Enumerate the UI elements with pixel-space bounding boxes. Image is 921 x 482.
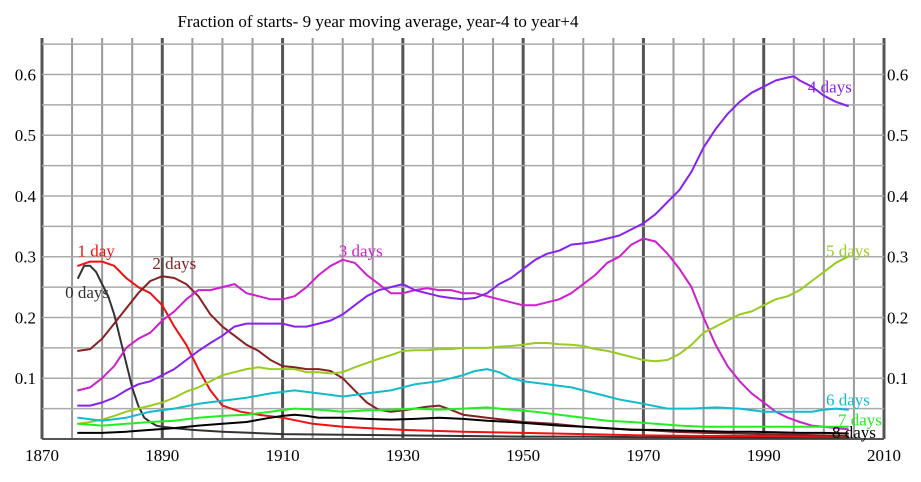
x-tick-label: 1970 — [626, 446, 660, 465]
y-tick-label-right: 0.4 — [887, 187, 909, 206]
series-label-4-days: 4 days — [808, 78, 852, 97]
series-line-0-days — [77, 264, 849, 439]
y-tick-label-left: 0.4 — [15, 187, 37, 206]
y-tick-label-left: 0.1 — [15, 369, 36, 388]
series-line-5-days — [77, 255, 849, 425]
series-label-layer: 0 days 1 day 2 days 3 days 4 days 5 days 6 day… — [65, 78, 882, 442]
series-layer — [77, 75, 849, 439]
series-label-3-days: 3 days — [339, 242, 383, 261]
series-label-1-day: 1 day — [77, 242, 115, 261]
series-label-7-days: 7 days — [838, 411, 882, 430]
series-label-8-days: 8 days — [832, 423, 876, 442]
series-label-2-days: 2 days — [152, 254, 196, 273]
y-tick-label-right: 0.6 — [887, 65, 908, 84]
y-tick-label-left: 0.6 — [15, 65, 36, 84]
series-line-6-days — [77, 368, 849, 422]
y-tick-label-left: 0.5 — [15, 126, 36, 145]
series-line-4-days — [77, 75, 849, 407]
x-tick-label: 1910 — [266, 446, 300, 465]
y-tick-label-right: 0.3 — [887, 248, 908, 267]
x-tick-label: 1870 — [25, 446, 59, 465]
x-tick-label: 1930 — [386, 446, 420, 465]
y-tick-label-right: 0.5 — [887, 126, 908, 145]
y-tick-label-left: 0.2 — [15, 308, 36, 327]
chart-title: Fraction of starts- 9 year moving averag… — [177, 12, 579, 31]
x-tick-label: 1990 — [747, 446, 781, 465]
y-tick-label-right: 0.2 — [887, 308, 908, 327]
tick-layer: 1870 1890 1910 1930 1950 1970 1990 2010 0.1 0.1 0.… — [15, 65, 909, 465]
series-line-8-days — [77, 413, 849, 435]
x-tick-label: 1890 — [145, 446, 179, 465]
y-tick-label-left: 0.3 — [15, 248, 36, 267]
series-line-1-day — [77, 260, 849, 438]
x-tick-label: 2010 — [867, 446, 901, 465]
x-tick-label: 1950 — [506, 446, 540, 465]
series-label-6-days: 6 days — [826, 391, 870, 410]
series-label-5-days: 5 days — [826, 242, 870, 261]
y-tick-label-right: 0.1 — [887, 369, 908, 388]
series-line-7-days — [77, 406, 849, 428]
series-line-3-days — [77, 237, 849, 431]
grid-layer — [40, 38, 886, 440]
series-label-0-days: 0 days — [65, 283, 109, 302]
